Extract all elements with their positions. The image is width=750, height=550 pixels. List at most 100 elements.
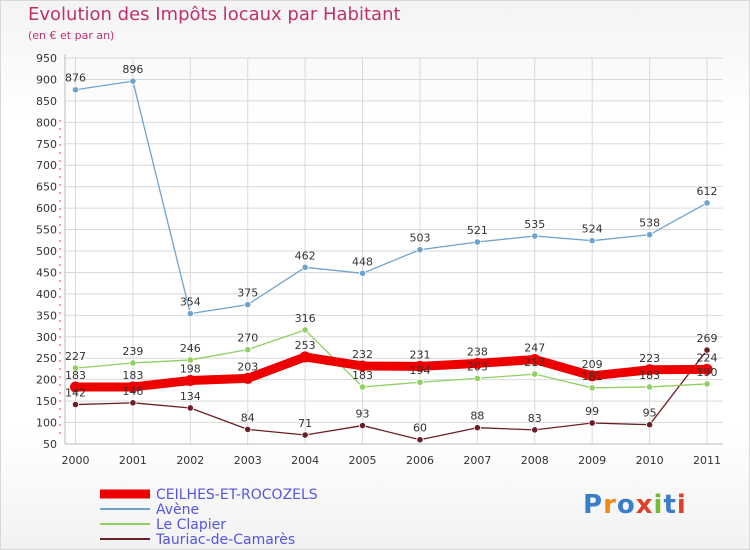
data-label: 95: [643, 407, 657, 420]
data-labels: 142 146 134 84 71 93 60 88 83 99 95 269 227 239 246 270…: [65, 63, 718, 435]
data-label: 183: [639, 369, 660, 382]
x-tick-label: 2011: [693, 454, 721, 467]
data-label: 227: [65, 350, 86, 363]
series-layer: [70, 77, 713, 444]
logo-letter: x: [635, 490, 654, 520]
data-label: 232: [352, 348, 373, 361]
series-line: [74, 349, 708, 441]
data-label: 270: [237, 332, 258, 345]
series-point: [703, 199, 711, 207]
data-label: 99: [585, 405, 599, 418]
logo-letter: t: [663, 490, 677, 520]
legend-label: Tauriac-de-Camarès: [155, 532, 295, 548]
data-label: 134: [180, 390, 201, 403]
series-point: [531, 370, 539, 378]
series-point: [586, 370, 598, 382]
series-point: [129, 77, 137, 85]
y-tick-label: 250: [36, 352, 57, 365]
data-label: 524: [582, 223, 603, 236]
x-tick-label: 2005: [349, 454, 377, 467]
axes: 50 100 150 200 250 300 350 400 450 500 550 600 650 70…: [36, 52, 723, 467]
series-point: [244, 346, 252, 354]
legend-label: CEILHES-ET-ROCOZELS: [156, 487, 318, 503]
legend-label: Le Clapier: [156, 517, 226, 533]
data-label: 448: [352, 255, 373, 268]
y-tick-label: 150: [36, 395, 57, 408]
series-point: [473, 374, 481, 382]
series-point: [529, 354, 541, 366]
series-point: [358, 421, 367, 430]
grid: [65, 57, 723, 445]
data-label: 316: [295, 312, 316, 325]
series-point: [71, 86, 80, 94]
series-point: [703, 380, 711, 388]
series-point: [644, 364, 656, 376]
series-point: [471, 357, 483, 369]
x-tick-label: 2003: [234, 454, 262, 467]
series-point: [588, 384, 596, 392]
x-tick-label: 2004: [291, 454, 319, 467]
data-label: 142: [65, 387, 86, 400]
data-label: 521: [467, 224, 488, 237]
series-line: [71, 352, 712, 392]
data-label: 238: [467, 345, 488, 358]
y-tick-label: 450: [36, 266, 57, 279]
series-point: [244, 425, 252, 434]
logo-letter: i: [653, 490, 664, 520]
data-label: 503: [409, 232, 430, 245]
data-label: 247: [524, 342, 545, 355]
data-label: 269: [697, 332, 718, 345]
series-point: [416, 436, 424, 444]
x-tick-label: 2010: [636, 454, 664, 467]
series-point: [588, 237, 596, 245]
series-point: [129, 359, 137, 367]
data-label: 239: [122, 345, 143, 358]
data-label: 246: [180, 342, 201, 355]
y-tick-label: 200: [36, 374, 57, 387]
data-label: 231: [409, 348, 430, 361]
series-point: [186, 356, 194, 364]
series-point: [71, 364, 80, 372]
series-point: [184, 375, 196, 387]
series-point: [531, 426, 539, 434]
y-tick-label: 500: [36, 245, 57, 258]
data-label: 198: [180, 363, 201, 376]
series-point: [242, 372, 254, 384]
series-point: [301, 326, 309, 334]
series-point: [588, 419, 596, 427]
series-point: [473, 424, 481, 432]
x-tick-label: 2000: [62, 454, 90, 467]
data-label: 194: [409, 364, 430, 377]
series-point: [301, 431, 309, 439]
series-line: [74, 80, 708, 315]
data-label: 183: [352, 369, 373, 382]
x-tick-label: 2007: [463, 454, 491, 467]
data-label: 83: [528, 412, 542, 425]
y-tick-label: 650: [36, 181, 57, 194]
series-point: [645, 421, 654, 429]
y-tick-label: 300: [36, 331, 57, 344]
y-tick-label: 600: [36, 202, 57, 215]
x-tick-label: 2009: [578, 454, 606, 467]
data-label: 253: [295, 339, 316, 352]
data-label: 896: [122, 63, 143, 76]
series-point: [473, 238, 481, 246]
data-label: 375: [237, 287, 258, 300]
y-tick-label: 550: [36, 224, 57, 237]
data-label: 60: [413, 422, 427, 435]
data-label: 84: [241, 411, 255, 424]
series-point: [416, 378, 424, 386]
series-point: [301, 263, 309, 271]
data-label: 93: [356, 408, 370, 421]
series-point: [358, 269, 367, 277]
series-point: [358, 383, 367, 391]
y-tick-label: 850: [36, 95, 57, 108]
data-label: 203: [467, 360, 488, 373]
series-line: [74, 329, 708, 389]
series-point: [299, 351, 311, 363]
series-point: [186, 310, 194, 318]
data-label: 224: [697, 351, 718, 364]
